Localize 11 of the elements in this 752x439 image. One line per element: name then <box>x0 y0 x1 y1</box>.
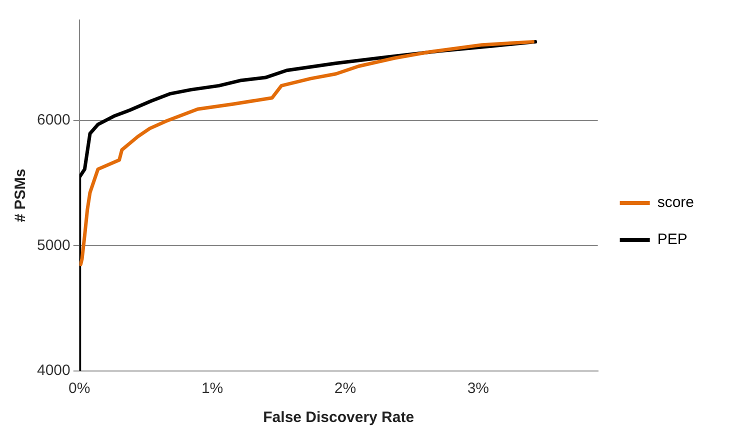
x-tick-label: 2% <box>334 380 356 398</box>
legend-label: PEP <box>657 231 688 248</box>
y-tick-label: 4000 <box>36 362 70 380</box>
y-axis-title: # PSMs <box>12 168 30 222</box>
x-tick-label: 1% <box>201 380 224 398</box>
x-tick-label: 3% <box>467 380 490 398</box>
legend-label: score <box>657 194 694 212</box>
y-tick-label: 5000 <box>36 236 70 254</box>
x-tick-label: 0% <box>68 380 90 398</box>
y-tick-label: 6000 <box>36 111 70 128</box>
x-axis-title: False Discovery Rate <box>263 409 414 426</box>
